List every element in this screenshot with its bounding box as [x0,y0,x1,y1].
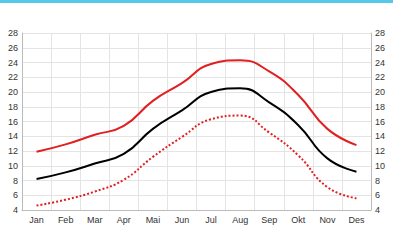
svg-text:28: 28 [8,28,18,38]
svg-text:8: 8 [13,176,18,186]
svg-text:6: 6 [375,190,380,200]
svg-text:26: 26 [8,43,18,53]
svg-text:14: 14 [375,131,385,141]
svg-text:Jul: Jul [205,215,217,225]
svg-text:Des: Des [348,215,365,225]
svg-text:18: 18 [8,102,18,112]
svg-text:24: 24 [375,58,385,68]
svg-text:22: 22 [8,72,18,82]
svg-text:Jun: Jun [175,215,190,225]
svg-text:4: 4 [375,205,380,215]
svg-text:20: 20 [375,87,385,97]
svg-text:Nov: Nov [319,215,336,225]
svg-text:8: 8 [375,176,380,186]
svg-text:24: 24 [8,58,18,68]
svg-text:16: 16 [8,117,18,127]
svg-text:16: 16 [375,117,385,127]
svg-text:10: 10 [8,161,18,171]
svg-text:Aug: Aug [232,215,248,225]
svg-text:4: 4 [13,205,18,215]
svg-text:Feb: Feb [58,215,74,225]
svg-text:12: 12 [375,146,385,156]
svg-text:18: 18 [375,102,385,112]
svg-text:14: 14 [8,131,18,141]
svg-text:10: 10 [375,161,385,171]
svg-text:Jan: Jan [29,215,44,225]
svg-text:22: 22 [375,72,385,82]
svg-text:Sep: Sep [261,215,277,225]
svg-text:6: 6 [13,190,18,200]
svg-text:Mai: Mai [146,215,161,225]
svg-text:Mar: Mar [87,215,103,225]
svg-text:20: 20 [8,87,18,97]
svg-text:Apr: Apr [117,215,131,225]
svg-text:Okt: Okt [291,215,306,225]
svg-text:28: 28 [375,28,385,38]
svg-text:12: 12 [8,146,18,156]
svg-text:26: 26 [375,43,385,53]
